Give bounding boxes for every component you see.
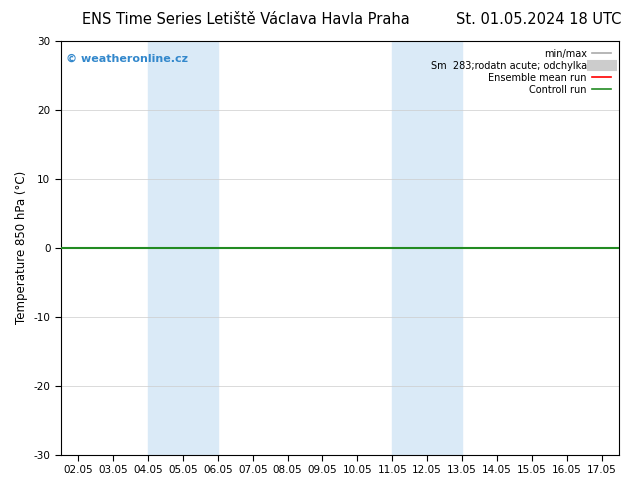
Y-axis label: Temperature 850 hPa (°C): Temperature 850 hPa (°C) [15,171,28,324]
Bar [148,41,183,455]
Text: © weatheronline.cz: © weatheronline.cz [67,53,188,64]
Text: ENS Time Series Letiště Václava Havla Praha: ENS Time Series Letiště Václava Havla Pr… [82,12,410,27]
Bar [427,41,462,455]
Bar [183,41,218,455]
Bar [392,41,427,455]
Text: St. 01.05.2024 18 UTC: St. 01.05.2024 18 UTC [456,12,621,27]
Legend: min/max, Sm  283;rodatn acute; odchylka, Ensemble mean run, Controll run: min/max, Sm 283;rodatn acute; odchylka, … [428,46,614,98]
